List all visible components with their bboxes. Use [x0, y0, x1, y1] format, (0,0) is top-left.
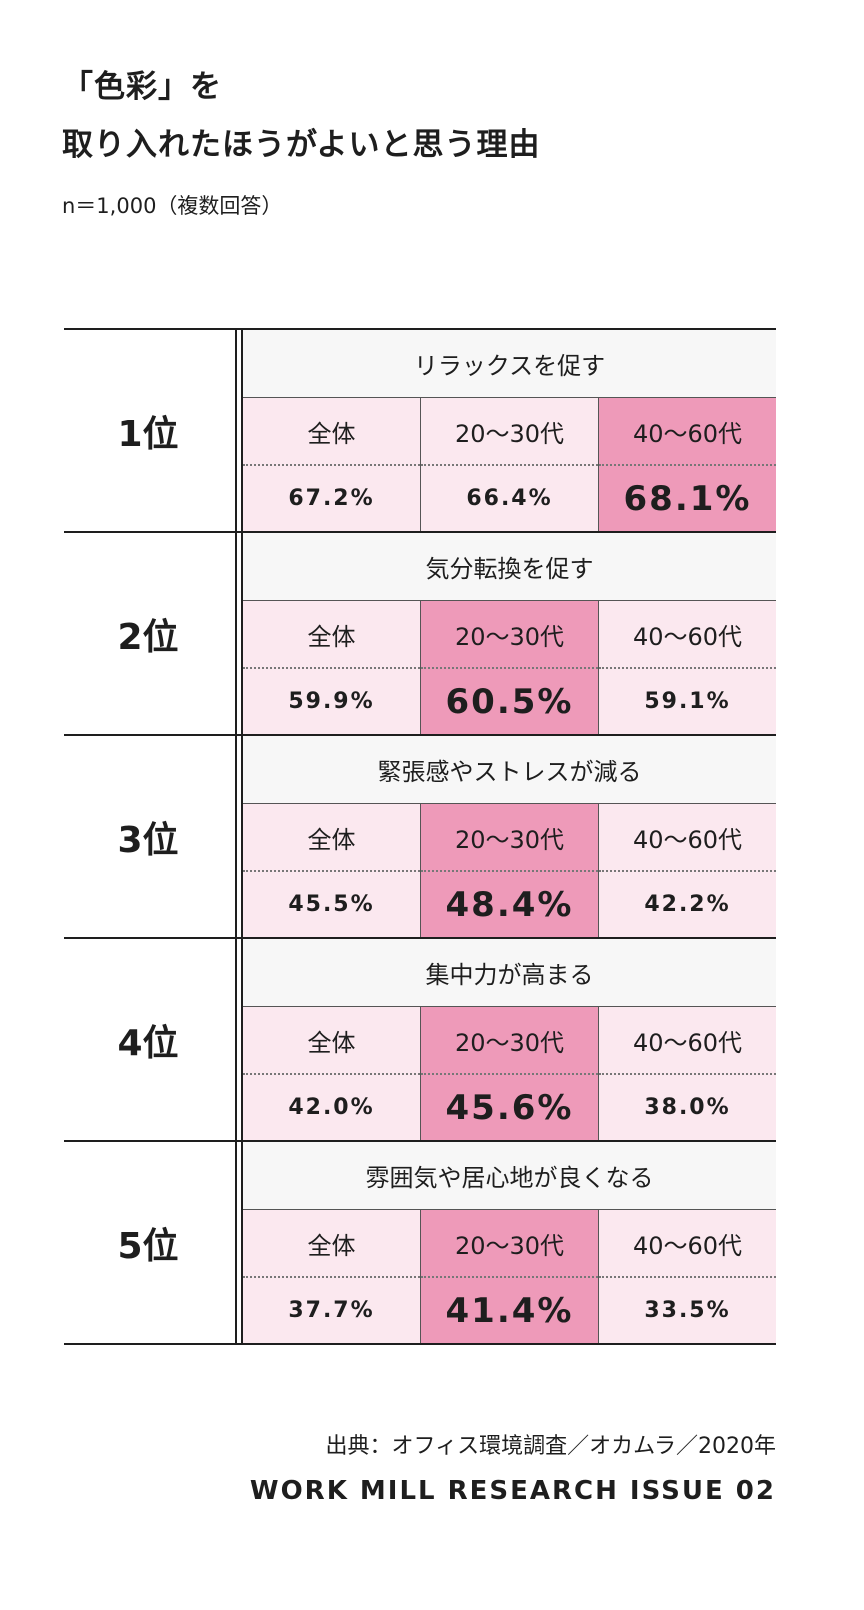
- value-cells: 全体 59.9% 20〜30代 60.5% 40〜60代 59.1%: [243, 601, 776, 734]
- value-cell: 20〜30代 48.4%: [420, 804, 598, 937]
- dotted-separator: [421, 870, 598, 872]
- rank-row: 1位 リラックスを促す全体 67.2% 20〜30代 66.4% 40〜60代 68.1%: [64, 328, 776, 533]
- percentage-value: 33.5%: [644, 1298, 731, 1323]
- percentage-value: 66.4%: [466, 486, 553, 511]
- percentage-value: 42.2%: [644, 892, 731, 917]
- value-cell: 全体 45.5%: [243, 804, 420, 937]
- reason-header: リラックスを促す: [243, 330, 776, 398]
- dotted-separator: [599, 667, 776, 669]
- age-group-label: 全体: [307, 1231, 356, 1260]
- divider-line: [235, 328, 237, 533]
- divider-line: [241, 1140, 243, 1345]
- rank-label: 3位: [117, 819, 179, 861]
- age-group-label: 40〜60代: [632, 825, 743, 854]
- dotted-separator: [243, 667, 420, 669]
- dotted-separator: [599, 1073, 776, 1075]
- value-cells: 全体 37.7% 20〜30代 41.4% 40〜60代 33.5%: [243, 1210, 776, 1343]
- dotted-separator: [243, 870, 420, 872]
- age-group-label: 40〜60代: [632, 1231, 743, 1260]
- value-cells: 全体 45.5% 20〜30代 48.4% 40〜60代 42.2%: [243, 804, 776, 937]
- dotted-separator: [243, 1276, 420, 1278]
- rank-row: 2位 気分転換を促す全体 59.9% 20〜30代 60.5% 40〜60代 59.1%: [64, 531, 776, 736]
- percentage-value: 45.5%: [288, 892, 375, 917]
- reason-header: 緊張感やストレスが減る: [243, 736, 776, 804]
- chart-title: 「色彩」を 取り入れたほうがよいと思う理由: [62, 58, 540, 174]
- value-cell: 20〜30代 60.5%: [420, 601, 598, 734]
- percentage-value: 45.6%: [445, 1087, 574, 1128]
- dotted-separator: [421, 464, 598, 466]
- age-group-label: 40〜60代: [632, 1028, 743, 1057]
- age-group-label: 40〜60代: [632, 622, 743, 651]
- age-group-label: 全体: [307, 825, 356, 854]
- value-cell: 全体 42.0%: [243, 1007, 420, 1140]
- value-cell: 20〜30代 66.4%: [420, 398, 598, 531]
- dotted-separator: [421, 1276, 598, 1278]
- dotted-separator: [243, 464, 420, 466]
- age-group-label: 20〜30代: [454, 1028, 565, 1057]
- divider-line: [241, 531, 243, 736]
- age-group-label: 20〜30代: [454, 1231, 565, 1260]
- age-group-label: 20〜30代: [454, 622, 565, 651]
- value-cell: 全体 59.9%: [243, 601, 420, 734]
- sample-note: n＝1,000（複数回答）: [62, 194, 283, 218]
- value-cell: 20〜30代 45.6%: [420, 1007, 598, 1140]
- value-cells: 全体 67.2% 20〜30代 66.4% 40〜60代 68.1%: [243, 398, 776, 531]
- divider-line: [235, 1140, 237, 1345]
- value-cell: 40〜60代 68.1%: [598, 398, 776, 531]
- divider-line: [241, 734, 243, 939]
- dotted-separator: [599, 1276, 776, 1278]
- dotted-separator: [421, 667, 598, 669]
- divider-line: [235, 531, 237, 736]
- age-group-label: 20〜30代: [454, 419, 565, 448]
- rank-row: 5位 雰囲気や居心地が良くなる全体 37.7% 20〜30代 41.4% 40〜60代 33…: [64, 1140, 776, 1345]
- rank-label: 4位: [117, 1022, 179, 1064]
- value-cells: 全体 42.0% 20〜30代 45.6% 40〜60代 38.0%: [243, 1007, 776, 1140]
- age-group-label: 全体: [307, 622, 356, 651]
- percentage-value: 41.4%: [445, 1290, 574, 1331]
- rank-row: 3位 緊張感やストレスが減る全体 45.5% 20〜30代 48.4% 40〜60代 42.…: [64, 734, 776, 939]
- value-cell: 20〜30代 41.4%: [420, 1210, 598, 1343]
- dotted-separator: [599, 464, 776, 466]
- value-cell: 40〜60代 42.2%: [598, 804, 776, 937]
- value-cell: 全体 67.2%: [243, 398, 420, 531]
- percentage-value: 59.1%: [644, 689, 731, 714]
- percentage-value: 37.7%: [288, 1298, 375, 1323]
- percentage-value: 60.5%: [445, 681, 574, 722]
- percentage-value: 42.0%: [288, 1095, 375, 1120]
- percentage-value: 59.9%: [288, 689, 375, 714]
- divider-line: [241, 328, 243, 533]
- ranking-table: 1位 リラックスを促す 全体 67.2% 20〜30代 66.4% 40〜60代 68.1% 2…: [64, 328, 776, 1345]
- reason-header: 集中力が高まる: [243, 939, 776, 1007]
- percentage-value: 38.0%: [644, 1095, 731, 1120]
- age-group-label: 全体: [307, 419, 356, 448]
- value-cell: 40〜60代 33.5%: [598, 1210, 776, 1343]
- rank-label: 1位: [117, 413, 179, 455]
- value-cell: 全体 37.7%: [243, 1210, 420, 1343]
- value-cell: 40〜60代 38.0%: [598, 1007, 776, 1140]
- divider-line: [235, 937, 237, 1142]
- rank-label: 2位: [117, 616, 179, 658]
- rank-label: 5位: [117, 1225, 179, 1267]
- divider-line: [241, 937, 243, 1142]
- percentage-value: 48.4%: [445, 884, 574, 925]
- age-group-label: 20〜30代: [454, 825, 565, 854]
- title-line-1: 「色彩」を: [62, 69, 222, 105]
- reason-header: 気分転換を促す: [243, 533, 776, 601]
- age-group-label: 40〜60代: [632, 419, 743, 448]
- percentage-value: 68.1%: [623, 478, 752, 519]
- percentage-value: 67.2%: [288, 486, 375, 511]
- reason-header: 雰囲気や居心地が良くなる: [243, 1142, 776, 1210]
- publication-footer: WORK MILL RESEARCH ISSUE 02: [249, 1476, 776, 1506]
- dotted-separator: [421, 1073, 598, 1075]
- title-line-2: 取り入れたほうがよいと思う理由: [62, 127, 541, 163]
- dotted-separator: [243, 1073, 420, 1075]
- age-group-label: 全体: [307, 1028, 356, 1057]
- value-cell: 40〜60代 59.1%: [598, 601, 776, 734]
- rank-row: 4位 集中力が高まる全体 42.0% 20〜30代 45.6% 40〜60代 38.0%: [64, 937, 776, 1142]
- source-credit: 出典：オフィス環境調査／オカムラ／2020年: [325, 1434, 776, 1459]
- divider-line: [235, 734, 237, 939]
- dotted-separator: [599, 870, 776, 872]
